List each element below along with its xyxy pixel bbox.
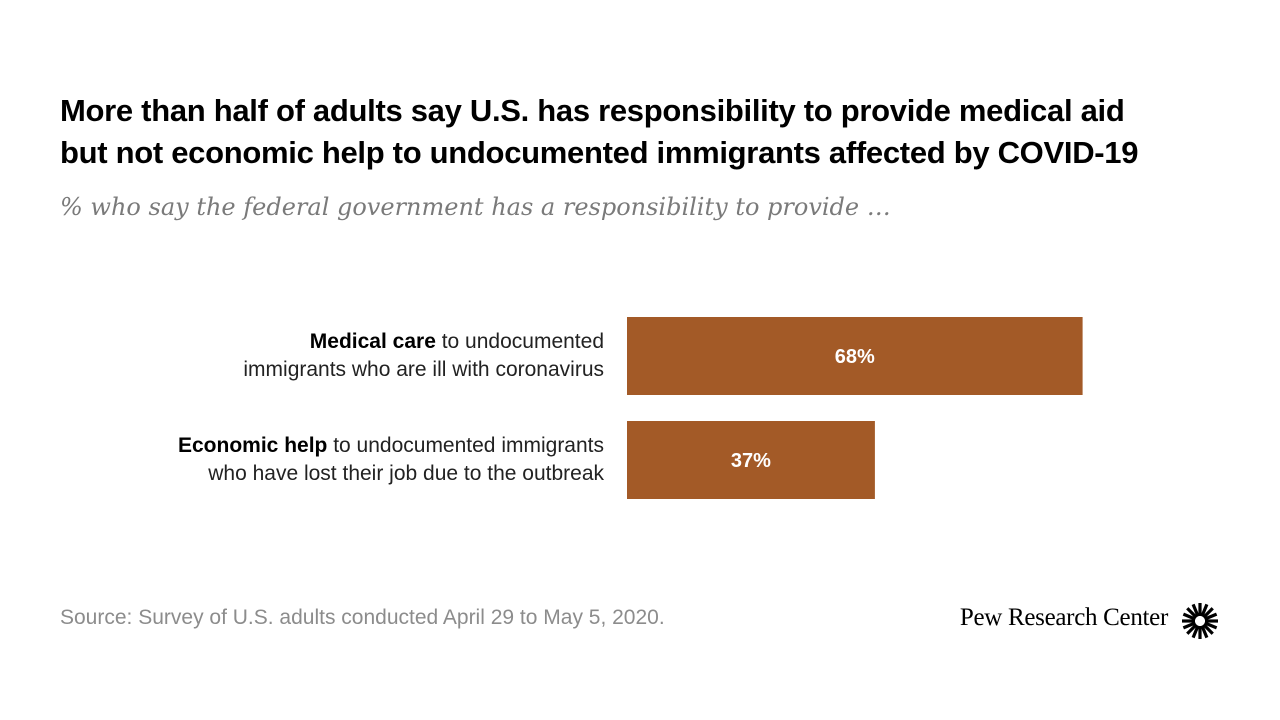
category-label-line-2: who have lost their job due to the outbr…	[208, 462, 604, 485]
category-label-bold: Medical care	[309, 330, 436, 353]
category-label-line-1: Medical care to undocumented	[243, 328, 604, 356]
logo-ray	[1182, 612, 1196, 621]
category-label-bold: Economic help	[178, 434, 328, 457]
logo-ray	[1191, 625, 1200, 639]
category-label-medical-care: Medical care to undocumented immigrants …	[243, 328, 604, 384]
chart-title-line-1: More than half of adults say U.S. has re…	[60, 93, 1125, 128]
logo-ray	[1200, 603, 1209, 617]
category-label-rest: to undocumented	[435, 330, 604, 353]
source-note: Source: Survey of U.S. adults conducted …	[60, 606, 665, 629]
logo-ray	[1186, 607, 1198, 619]
logo-ray	[1202, 623, 1214, 635]
logo-ray	[1191, 603, 1200, 617]
logo-ray	[1202, 607, 1214, 619]
logo-ray	[1186, 623, 1198, 635]
category-label-line-1: Economic help to undocumented immigrants	[178, 432, 604, 460]
bar-1	[627, 421, 875, 499]
chart-title-line-2: but not economic help to undocumented im…	[60, 135, 1139, 170]
pew-sunburst-icon	[1182, 603, 1218, 639]
category-label-line-2: immigrants who are ill with coronavirus	[243, 358, 604, 381]
chart-title: More than half of adults say U.S. has re…	[60, 90, 1250, 174]
bar-0	[627, 317, 1083, 395]
logo-ray	[1182, 621, 1196, 630]
data-label-1: 37%	[731, 450, 771, 472]
category-label-rest: to undocumented immigrants	[327, 434, 604, 457]
data-label-0: 68%	[835, 346, 875, 368]
category-label-economic-help: Economic help to undocumented immigrants…	[178, 432, 604, 488]
chart-subtitle: % who say the federal government has a r…	[60, 193, 891, 221]
logo-ray	[1200, 625, 1209, 639]
logo-ray	[1204, 612, 1218, 621]
logo-ray	[1204, 621, 1218, 630]
brand-name: Pew Research Center	[959, 604, 1168, 631]
